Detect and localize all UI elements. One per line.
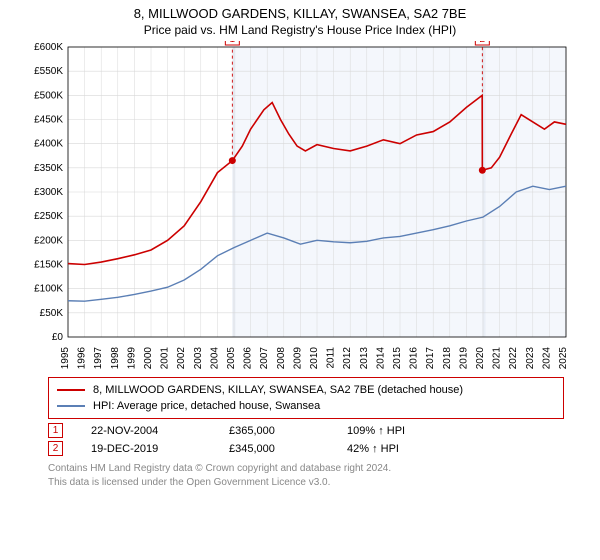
footer-text: Contains HM Land Registry data © Crown c… — [48, 462, 600, 489]
svg-text:2003: 2003 — [193, 347, 204, 370]
svg-text:1995: 1995 — [60, 347, 71, 370]
point-row: 2 19-DEC-2019 £345,000 42% ↑ HPI — [48, 441, 600, 456]
svg-text:2007: 2007 — [259, 347, 270, 370]
point-pct: 109% ↑ HPI — [347, 425, 447, 437]
svg-text:2008: 2008 — [276, 347, 287, 370]
svg-text:£550K: £550K — [34, 66, 63, 77]
svg-text:£100K: £100K — [34, 284, 63, 295]
svg-text:2012: 2012 — [342, 347, 353, 370]
svg-text:2022: 2022 — [508, 347, 519, 370]
transaction-points: 1 22-NOV-2004 £365,000 109% ↑ HPI 2 19-DEC-20… — [0, 423, 600, 456]
svg-text:2020: 2020 — [475, 347, 486, 370]
svg-text:2013: 2013 — [359, 347, 370, 370]
svg-text:£500K: £500K — [34, 90, 63, 101]
svg-text:1997: 1997 — [93, 347, 104, 370]
svg-text:2006: 2006 — [243, 347, 254, 370]
svg-text:1996: 1996 — [77, 347, 88, 370]
svg-text:2005: 2005 — [226, 347, 237, 370]
legend-label: 8, MILLWOOD GARDENS, KILLAY, SWANSEA, SA… — [93, 384, 463, 396]
legend-swatch — [57, 405, 85, 407]
svg-text:£600K: £600K — [34, 42, 63, 53]
point-row: 1 22-NOV-2004 £365,000 109% ↑ HPI — [48, 423, 600, 438]
svg-text:2: 2 — [480, 41, 486, 45]
svg-text:£0: £0 — [52, 332, 64, 343]
footer-line-2: This data is licensed under the Open Gov… — [48, 476, 600, 490]
svg-text:2025: 2025 — [558, 347, 569, 370]
legend-label: HPI: Average price, detached house, Swan… — [93, 400, 320, 412]
point-marker: 2 — [48, 441, 63, 456]
svg-text:2019: 2019 — [458, 347, 469, 370]
legend-row: 8, MILLWOOD GARDENS, KILLAY, SWANSEA, SA… — [57, 382, 555, 398]
svg-text:2021: 2021 — [492, 347, 503, 370]
svg-text:£250K: £250K — [34, 211, 63, 222]
svg-text:2023: 2023 — [525, 347, 536, 370]
svg-text:2009: 2009 — [292, 347, 303, 370]
point-date: 19-DEC-2019 — [91, 443, 201, 455]
legend-swatch — [57, 389, 85, 391]
point-pct: 42% ↑ HPI — [347, 443, 447, 455]
point-price: £365,000 — [229, 425, 319, 437]
legend-row: HPI: Average price, detached house, Swan… — [57, 398, 555, 414]
svg-text:2004: 2004 — [209, 347, 220, 370]
svg-text:2017: 2017 — [425, 347, 436, 370]
svg-text:2010: 2010 — [309, 347, 320, 370]
point-date: 22-NOV-2004 — [91, 425, 201, 437]
chart-legend: 8, MILLWOOD GARDENS, KILLAY, SWANSEA, SA… — [48, 377, 564, 419]
svg-text:£300K: £300K — [34, 187, 63, 198]
svg-text:2001: 2001 — [160, 347, 171, 370]
svg-text:2024: 2024 — [541, 347, 552, 370]
svg-text:2000: 2000 — [143, 347, 154, 370]
svg-text:2002: 2002 — [176, 347, 187, 370]
svg-text:1: 1 — [230, 41, 236, 45]
svg-text:£400K: £400K — [34, 139, 63, 150]
price-chart: £0 £50K £100K £150K £200K £250K £300K £350K £400… — [20, 41, 580, 371]
point-price: £345,000 — [229, 443, 319, 455]
svg-text:£150K: £150K — [34, 260, 63, 271]
svg-text:1998: 1998 — [110, 347, 121, 370]
page-title: 8, MILLWOOD GARDENS, KILLAY, SWANSEA, SA… — [0, 0, 600, 21]
point-marker: 1 — [48, 423, 63, 438]
svg-text:£50K: £50K — [40, 308, 64, 319]
svg-text:£200K: £200K — [34, 235, 63, 246]
svg-text:£450K: £450K — [34, 115, 63, 126]
svg-text:2015: 2015 — [392, 347, 403, 370]
footer-line-1: Contains HM Land Registry data © Crown c… — [48, 462, 600, 476]
svg-text:2014: 2014 — [375, 347, 386, 370]
page-subtitle: Price paid vs. HM Land Registry's House … — [0, 21, 600, 41]
svg-text:2016: 2016 — [409, 347, 420, 370]
svg-text:2018: 2018 — [442, 347, 453, 370]
svg-text:£350K: £350K — [34, 163, 63, 174]
svg-text:2011: 2011 — [326, 347, 337, 369]
svg-text:1999: 1999 — [126, 347, 137, 370]
